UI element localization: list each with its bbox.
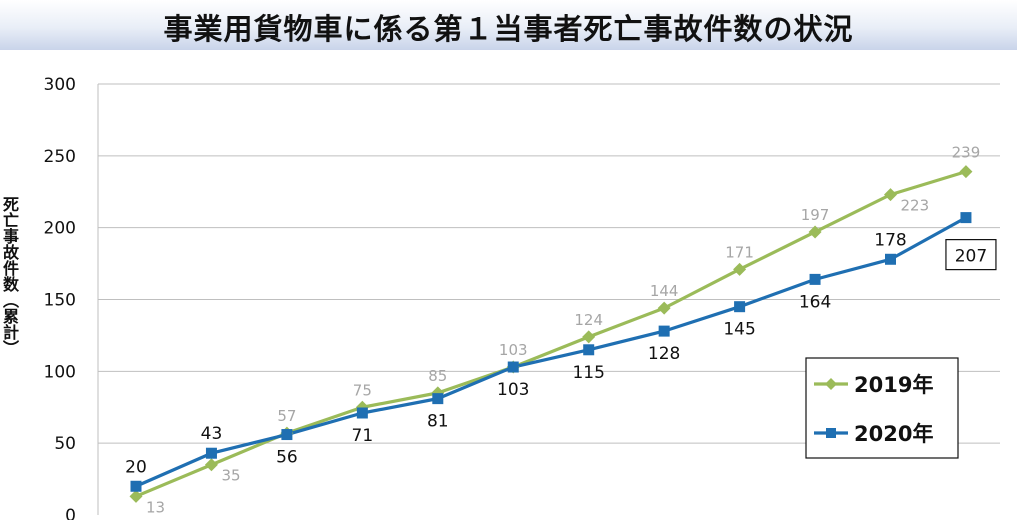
data-label-2019: 239 <box>952 144 981 162</box>
data-label-2020: 207 <box>955 247 987 267</box>
series-0-point <box>959 165 973 179</box>
series-1-point <box>281 429 293 441</box>
legend-marker-1 <box>826 428 836 438</box>
data-label-2019: 103 <box>499 341 528 359</box>
data-label-2019: 13 <box>146 498 165 516</box>
y-tick-label: 200 <box>44 219 76 239</box>
series-1-point <box>658 325 670 337</box>
legend-label-1: 2020年 <box>854 422 933 446</box>
series-0-point <box>884 188 897 202</box>
series-1-point <box>130 480 142 492</box>
series-1-point <box>205 447 217 459</box>
series-markers <box>129 165 973 503</box>
data-label-2020: 71 <box>352 426 374 446</box>
legend: 2019年 2020年 <box>805 357 959 459</box>
series-0-point <box>204 458 218 472</box>
data-label-2020: 145 <box>723 320 755 340</box>
series-lines <box>135 170 967 498</box>
y-tick-labels: 0 50 100 150 200 250 300 <box>44 75 76 520</box>
y-axis-label: 死亡事故件数（累計） <box>0 196 19 356</box>
legend-label-0: 2019年 <box>854 373 933 397</box>
legend-box <box>805 357 959 459</box>
series-1-point <box>432 393 444 405</box>
data-label-2020: 178 <box>874 230 906 250</box>
chart-title: 事業用貨物車に係る第１当事者死亡事故件数の状況 <box>163 12 854 46</box>
series-0-point <box>129 489 143 503</box>
series-1-point <box>885 253 896 265</box>
y-tick-label: 250 <box>44 147 76 167</box>
data-label-2020: 56 <box>276 448 298 468</box>
y-tick-label: 50 <box>54 434 76 454</box>
data-label-2019: 85 <box>428 367 447 385</box>
title-band <box>0 0 1017 50</box>
series-line-1 <box>135 216 967 488</box>
series-1-point <box>734 301 746 313</box>
data-label-2019: 57 <box>277 407 296 425</box>
data-label-2019: 35 <box>221 467 240 485</box>
data-label-2020: 20 <box>125 457 147 477</box>
y-tick-label: 150 <box>44 291 76 311</box>
y-tick-label: 0 <box>65 506 76 520</box>
series-0-point <box>657 301 671 315</box>
series-1-point <box>960 212 972 224</box>
data-label-2019: 75 <box>353 381 372 399</box>
data-label-2020: 43 <box>201 424 223 444</box>
legend-marker-0 <box>825 378 837 390</box>
data-labels: 13 35 57 75 85 103 124 144 171 197 223 239 20 43 56 71 8… <box>125 144 997 516</box>
data-label-2019: 144 <box>650 282 679 300</box>
series-0-point <box>808 225 822 239</box>
data-label-2020: 115 <box>572 363 604 383</box>
series-1-point <box>356 407 368 419</box>
data-label-2019: 171 <box>725 243 754 261</box>
series-1-point <box>809 273 821 285</box>
data-label-2019: 223 <box>901 197 930 215</box>
series-0-point <box>582 330 596 344</box>
y-tick-label: 300 <box>44 75 76 95</box>
data-label-2020: 164 <box>799 292 831 312</box>
data-label-2020: 128 <box>648 344 680 364</box>
data-label-2020: 81 <box>427 412 449 432</box>
series-1-point <box>583 344 595 356</box>
series-1-point <box>507 361 519 373</box>
data-label-2019: 197 <box>801 206 830 224</box>
data-label-2019: 124 <box>574 311 603 329</box>
last-value-box <box>945 239 997 271</box>
series-0-point <box>733 262 747 276</box>
data-label-2020: 103 <box>497 380 529 400</box>
y-tick-label: 100 <box>44 362 76 382</box>
